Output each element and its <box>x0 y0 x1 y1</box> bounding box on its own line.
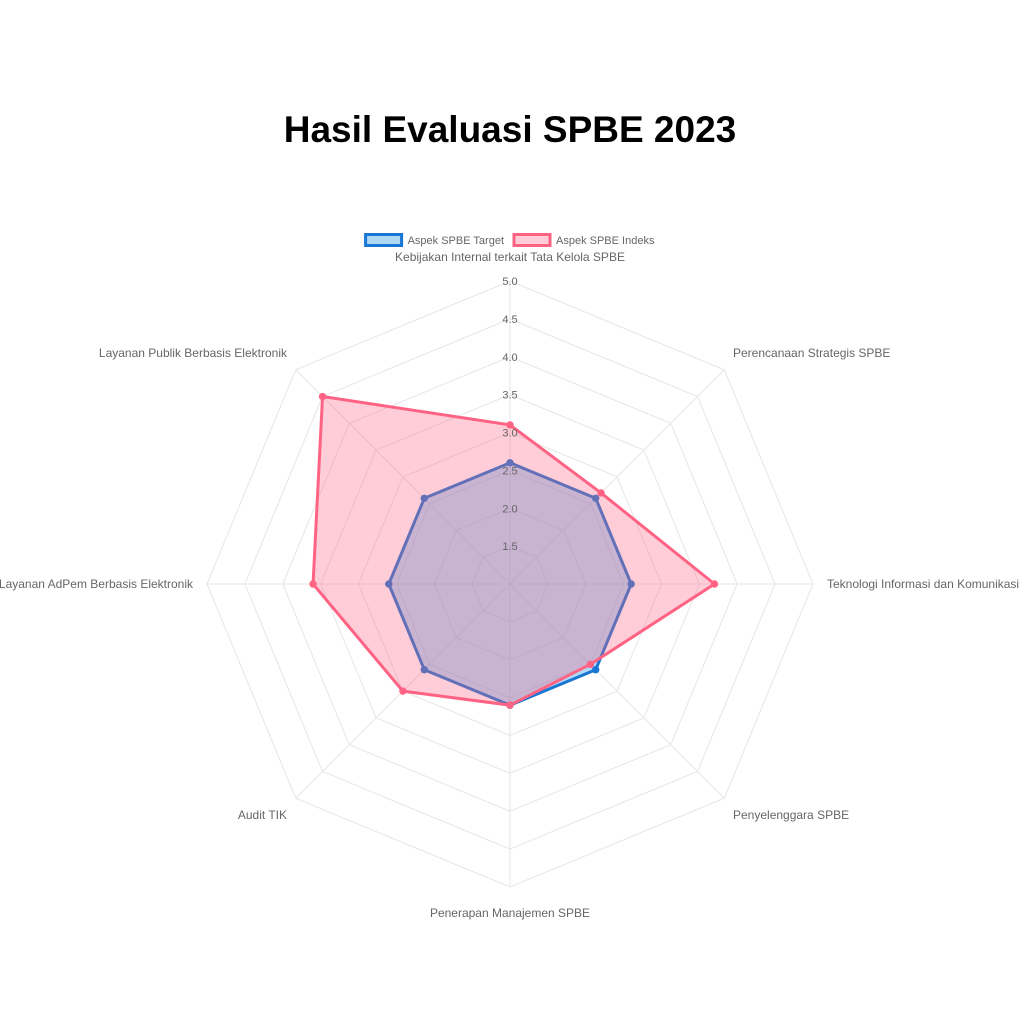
data-point[interactable] <box>586 660 595 669</box>
tick-label: 3.0 <box>502 428 517 440</box>
tick-label: 5.0 <box>502 276 517 288</box>
radar-grid <box>206 280 814 888</box>
data-point[interactable] <box>506 459 514 467</box>
data-point[interactable] <box>420 666 428 674</box>
axis-spoke <box>295 369 511 585</box>
tick-label: 4.0 <box>502 352 517 364</box>
legend-swatch <box>512 233 552 247</box>
tick-label: 1.5 <box>502 541 517 553</box>
data-point[interactable] <box>420 494 428 502</box>
radar-axis-labels: Kebijakan Internal terkait Tata Kelola S… <box>0 250 1019 920</box>
tick-label: 3.5 <box>502 390 517 402</box>
data-point[interactable] <box>399 687 407 695</box>
series-indeks <box>309 392 719 709</box>
data-point[interactable] <box>592 494 600 502</box>
data-point[interactable] <box>506 421 514 429</box>
data-point[interactable] <box>385 580 393 588</box>
data-point[interactable] <box>592 666 600 674</box>
legend-item-target[interactable]: Aspek SPBE Target <box>364 233 504 248</box>
axis-label: Perencanaan Strategis SPBE <box>733 346 890 360</box>
data-point[interactable] <box>597 489 605 497</box>
tick-label: 2.5 <box>502 465 517 477</box>
axis-label: Audit TIK <box>238 808 287 822</box>
chart-legend[interactable]: Aspek SPBE Target Aspek SPBE Indeks <box>364 233 655 248</box>
page-title: Hasil Evaluasi SPBE 2023 <box>283 109 737 150</box>
axis-label: Teknologi Informasi dan Komunikasi <box>827 577 1019 591</box>
legend-label: Aspek SPBE Target <box>408 235 504 247</box>
axis-spoke <box>509 583 725 799</box>
axis-label: Penerapan Manajemen SPBE <box>430 906 590 920</box>
legend-item-indeks[interactable]: Aspek SPBE Indeks <box>512 233 655 248</box>
radar-series <box>309 392 719 709</box>
tick-label: 4.5 <box>502 314 517 326</box>
data-point[interactable] <box>506 701 514 709</box>
data-point[interactable] <box>309 580 317 588</box>
legend-swatch <box>364 233 404 247</box>
legend-label: Aspek SPBE Indeks <box>556 235 655 247</box>
data-point[interactable] <box>710 580 719 588</box>
axis-label: Penyelenggara SPBE <box>733 808 849 822</box>
radar-tick-labels: 1.5 2.0 2.5 3.0 3.5 4.0 4.5 5.0 <box>502 276 517 553</box>
axis-spoke <box>509 369 725 585</box>
data-point[interactable] <box>627 580 635 588</box>
tick-label: 2.0 <box>502 503 517 515</box>
data-point[interactable] <box>318 392 327 401</box>
axis-label: Layanan AdPem Berbasis Elektronik <box>0 577 194 591</box>
axis-label: Kebijakan Internal terkait Tata Kelola S… <box>395 250 625 264</box>
axis-label: Layanan Publik Berbasis Elektronik <box>99 346 288 360</box>
